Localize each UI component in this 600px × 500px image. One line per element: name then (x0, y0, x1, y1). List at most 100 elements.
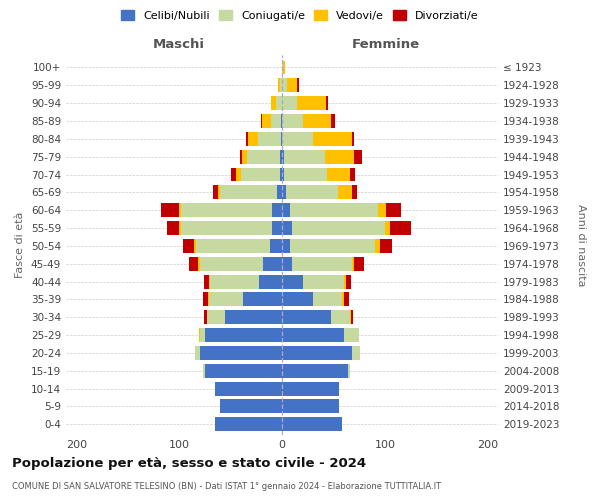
Bar (181, 221, 272, 235)
Bar (203, 364, 205, 378)
Bar (292, 221, 385, 235)
Bar (380, 239, 392, 253)
Bar (271, 96, 276, 110)
Text: Femmine: Femmine (352, 38, 420, 51)
Bar (282, 274, 302, 288)
Bar (243, 292, 282, 306)
Bar (284, 168, 327, 181)
Bar (241, 168, 280, 181)
Bar (377, 204, 386, 217)
Bar (350, 310, 351, 324)
Bar (215, 418, 282, 432)
Bar (280, 78, 282, 92)
Bar (302, 114, 331, 128)
Bar (280, 168, 282, 181)
Bar (325, 150, 354, 164)
Bar (282, 221, 292, 235)
Bar (386, 204, 401, 217)
Bar (247, 150, 280, 164)
Bar (385, 221, 390, 235)
Bar (236, 168, 241, 181)
Bar (272, 221, 282, 235)
Bar (298, 78, 299, 92)
Bar (196, 239, 269, 253)
Bar (240, 150, 242, 164)
Bar (242, 150, 247, 164)
Bar (194, 346, 200, 360)
Bar (167, 221, 179, 235)
Bar (213, 186, 218, 200)
Bar (200, 328, 205, 342)
Bar (331, 310, 350, 324)
Bar (230, 168, 236, 181)
Bar (298, 96, 326, 110)
Bar (263, 257, 282, 270)
Bar (280, 150, 282, 164)
Bar (181, 204, 272, 217)
Bar (281, 114, 282, 128)
Bar (282, 292, 313, 306)
Bar (282, 239, 290, 253)
Bar (282, 168, 284, 181)
Bar (208, 292, 209, 306)
Bar (286, 186, 338, 200)
Bar (220, 400, 282, 413)
Bar (282, 328, 344, 342)
Bar (344, 328, 359, 342)
Bar (282, 382, 338, 396)
Text: Popolazione per età, sesso e stato civile - 2024: Popolazione per età, sesso e stato civil… (12, 458, 366, 470)
Bar (209, 292, 243, 306)
Bar (344, 292, 349, 306)
Bar (215, 382, 282, 396)
Bar (282, 114, 302, 128)
Bar (282, 96, 298, 110)
Bar (282, 257, 292, 270)
Bar (210, 274, 259, 288)
Bar (199, 328, 200, 342)
Bar (352, 257, 354, 270)
Bar (282, 364, 348, 378)
Bar (283, 60, 285, 74)
Bar (350, 168, 355, 181)
Text: Maschi: Maschi (152, 38, 205, 51)
Bar (262, 114, 271, 128)
Bar (374, 239, 380, 253)
Bar (327, 168, 350, 181)
Bar (282, 346, 352, 360)
Bar (179, 221, 181, 235)
Bar (292, 257, 352, 270)
Bar (282, 310, 331, 324)
Bar (209, 274, 210, 288)
Bar (282, 186, 286, 200)
Bar (204, 274, 209, 288)
Bar (207, 310, 226, 324)
Bar (200, 346, 282, 360)
Bar (281, 132, 282, 146)
Bar (246, 132, 248, 146)
Bar (326, 96, 328, 110)
Bar (352, 186, 357, 200)
Bar (194, 239, 196, 253)
Bar (282, 78, 287, 92)
Bar (282, 132, 313, 146)
Bar (346, 274, 351, 288)
Bar (190, 257, 197, 270)
Bar (278, 78, 280, 92)
Bar (290, 204, 377, 217)
Y-axis label: Fasce di età: Fasce di età (16, 212, 25, 278)
Bar (344, 274, 346, 288)
Bar (272, 204, 282, 217)
Bar (352, 346, 360, 360)
Bar (282, 418, 341, 432)
Y-axis label: Anni di nascita: Anni di nascita (576, 204, 586, 286)
Legend: Celibi/Nubili, Coniugati/e, Vedovi/e, Divorziati/e: Celibi/Nubili, Coniugati/e, Vedovi/e, Di… (117, 6, 483, 25)
Bar (313, 132, 352, 146)
Bar (205, 328, 282, 342)
Bar (348, 364, 350, 378)
Bar (290, 239, 374, 253)
Bar (282, 204, 290, 217)
Bar (277, 186, 282, 200)
Bar (284, 150, 325, 164)
Bar (287, 78, 298, 92)
Bar (282, 60, 283, 74)
